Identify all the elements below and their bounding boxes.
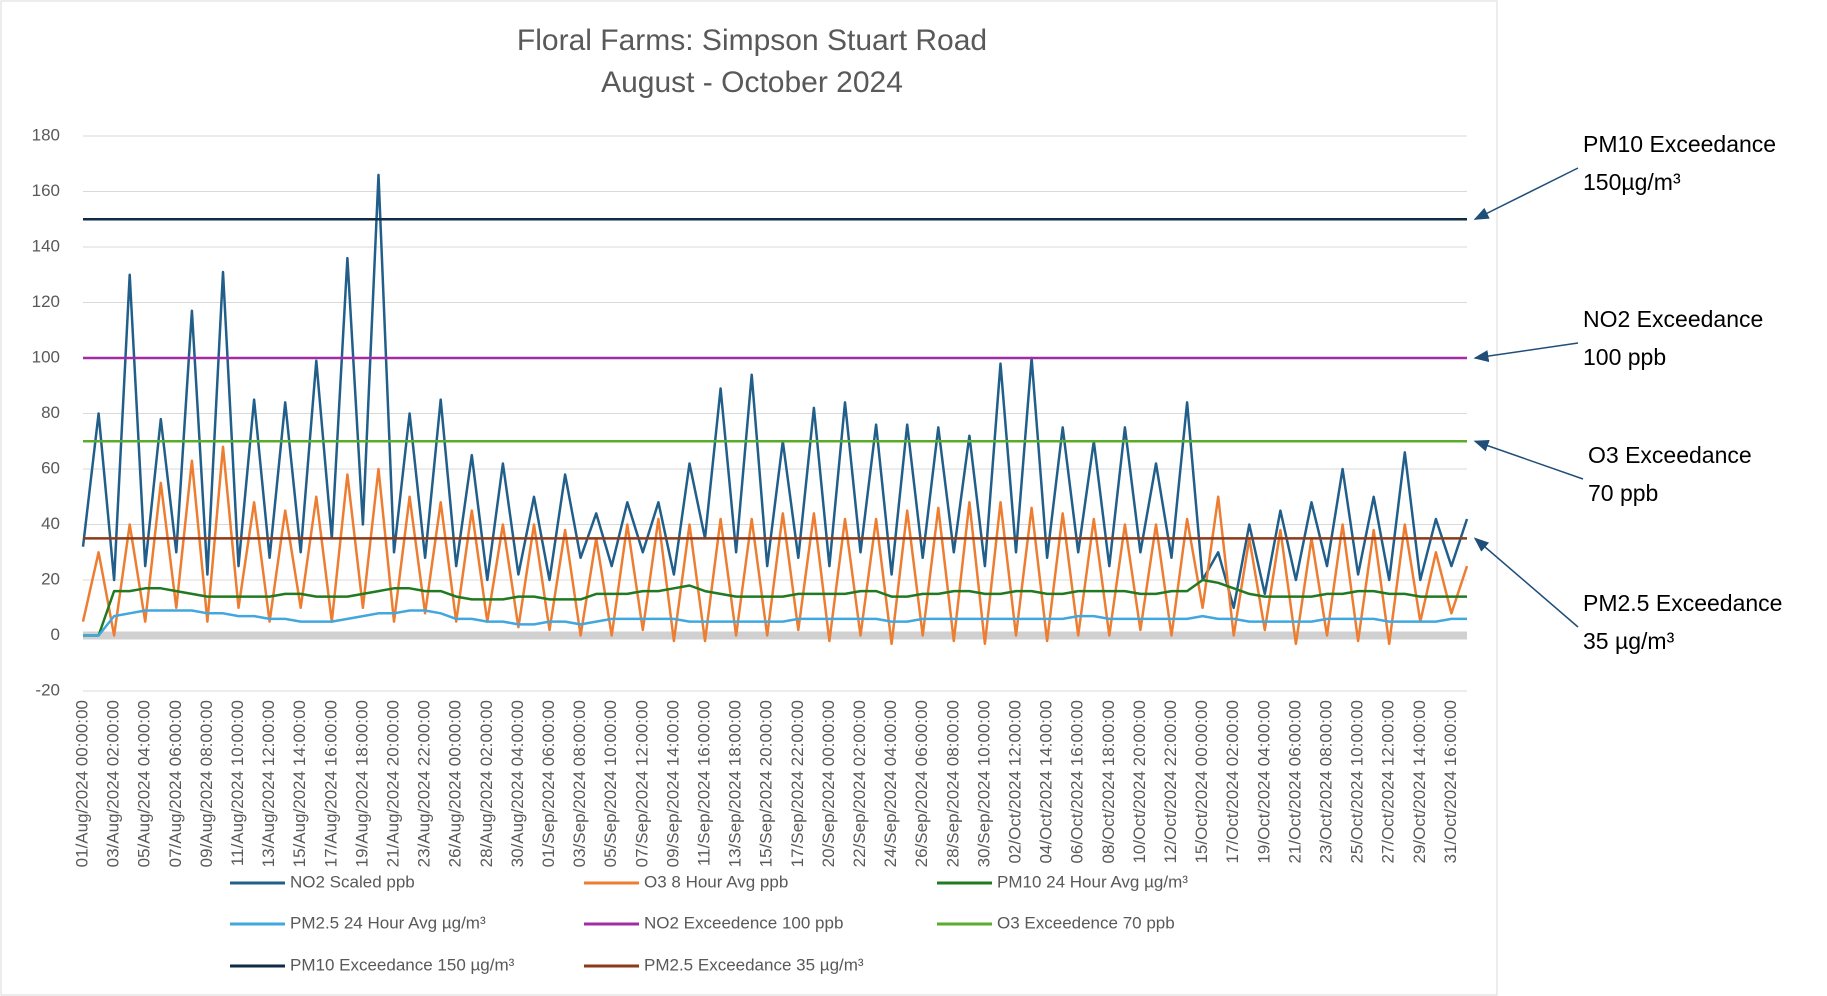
annotation-arrow xyxy=(1473,537,1579,628)
x-tick-label: 30/Aug/2024 04:00:00 xyxy=(508,700,527,867)
x-tick-label: 22/Sep/2024 02:00:00 xyxy=(850,700,869,867)
chart-border xyxy=(0,0,1498,996)
annotation-arrow xyxy=(1473,167,1579,220)
legend-label: PM2.5 Exceedance 35 µg/m³ xyxy=(644,955,864,974)
annotation-text: O3 Exceedance xyxy=(1588,442,1752,468)
y-tick-label: 60 xyxy=(41,458,60,477)
x-tick-label: 27/Oct/2024 12:00:00 xyxy=(1379,700,1398,864)
x-tick-label: 13/Aug/2024 12:00:00 xyxy=(259,700,278,867)
x-tick-label: 09/Sep/2024 14:00:00 xyxy=(663,700,682,867)
series-line xyxy=(81,173,1469,610)
x-tick-label: 07/Sep/2024 12:00:00 xyxy=(632,700,651,867)
x-tick-label: 17/Oct/2024 02:00:00 xyxy=(1223,700,1242,864)
x-tick-label: 02/Oct/2024 12:00:00 xyxy=(1006,700,1025,864)
y-tick-label: 120 xyxy=(32,292,60,311)
legend-label: PM10 24 Hour Avg µg/m³ xyxy=(997,872,1188,891)
x-tick-label: 26/Sep/2024 06:00:00 xyxy=(912,700,931,867)
annotation-arrow xyxy=(1473,440,1584,480)
annotation-text: NO2 Exceedance xyxy=(1583,306,1763,332)
y-tick-label: -20 xyxy=(35,680,60,699)
x-tick-label: 30/Sep/2024 10:00:00 xyxy=(974,700,993,867)
y-tick-label: 40 xyxy=(41,514,60,533)
legend-label: PM2.5 24 Hour Avg µg/m³ xyxy=(290,913,486,932)
y-tick-label: 140 xyxy=(32,236,60,255)
x-tick-label: 19/Aug/2024 18:00:00 xyxy=(352,700,371,867)
y-tick-label: 100 xyxy=(32,347,60,366)
series-line xyxy=(83,609,1467,637)
x-tick-label: 24/Sep/2024 04:00:00 xyxy=(881,700,900,867)
x-tick-label: 23/Aug/2024 22:00:00 xyxy=(415,700,434,867)
y-tick-label: 180 xyxy=(32,125,60,144)
x-tick-label: 05/Aug/2024 04:00:00 xyxy=(135,700,154,867)
x-tick-label: 19/Oct/2024 04:00:00 xyxy=(1254,700,1273,864)
x-tick-label: 17/Aug/2024 16:00:00 xyxy=(321,700,340,867)
chart-title: Floral Farms: Simpson Stuart Road xyxy=(517,24,987,57)
x-tick-label: 03/Sep/2024 08:00:00 xyxy=(570,700,589,867)
y-tick-label: 160 xyxy=(32,181,60,200)
x-tick-label: 15/Aug/2024 14:00:00 xyxy=(290,700,309,867)
annotation-text: PM10 Exceedance xyxy=(1583,131,1776,157)
x-tick-label: 28/Aug/2024 02:00:00 xyxy=(477,700,496,867)
annotation-arrow xyxy=(1473,342,1579,362)
x-tick-label: 01/Aug/2024 00:00:00 xyxy=(72,700,91,867)
legend-label: PM10 Exceedance 150 µg/m³ xyxy=(290,955,515,974)
y-tick-label: 20 xyxy=(41,569,60,588)
x-tick-label: 26/Aug/2024 00:00:00 xyxy=(446,700,465,867)
x-tick-label: 07/Aug/2024 06:00:00 xyxy=(166,700,185,867)
x-tick-label: 15/Sep/2024 20:00:00 xyxy=(757,700,776,867)
x-tick-label: 09/Aug/2024 08:00:00 xyxy=(197,700,216,867)
x-tick-label: 04/Oct/2024 14:00:00 xyxy=(1037,700,1056,864)
x-tick-label: 01/Sep/2024 06:00:00 xyxy=(539,700,558,867)
annotation-text: PM2.5 Exceedance xyxy=(1583,590,1782,616)
x-tick-label: 15/Oct/2024 00:00:00 xyxy=(1192,700,1211,864)
legend-label: NO2 Scaled ppb xyxy=(290,872,415,891)
legend-label: O3 Exceedence 70 ppb xyxy=(997,913,1175,932)
x-tick-label: 08/Oct/2024 18:00:00 xyxy=(1099,700,1118,864)
legend-label: O3 8 Hour Avg ppb xyxy=(644,872,788,891)
legend-label: NO2 Exceedence 100 ppb xyxy=(644,913,843,932)
x-tick-label: 05/Sep/2024 10:00:00 xyxy=(601,700,620,867)
annotation-text: 100 ppb xyxy=(1583,344,1666,370)
series-line xyxy=(83,578,1467,637)
x-tick-label: 29/Oct/2024 14:00:00 xyxy=(1410,700,1429,864)
x-tick-label: 31/Oct/2024 16:00:00 xyxy=(1441,700,1460,864)
x-tick-label: 21/Aug/2024 20:00:00 xyxy=(383,700,402,867)
x-tick-label: 03/Aug/2024 02:00:00 xyxy=(104,700,123,867)
annotation-text: 35 µg/m³ xyxy=(1583,628,1675,654)
x-tick-label: 25/Oct/2024 10:00:00 xyxy=(1348,700,1367,864)
x-tick-label: 23/Oct/2024 08:00:00 xyxy=(1317,700,1336,864)
x-tick-label: 28/Sep/2024 08:00:00 xyxy=(943,700,962,867)
y-tick-label: 80 xyxy=(41,403,60,422)
annotation-text: 70 ppb xyxy=(1588,480,1658,506)
annotation-text: 150µg/m³ xyxy=(1583,169,1681,195)
x-tick-label: 17/Sep/2024 22:00:00 xyxy=(788,700,807,867)
x-tick-label: 21/Oct/2024 06:00:00 xyxy=(1285,700,1304,864)
x-tick-label: 11/Sep/2024 16:00:00 xyxy=(695,700,714,866)
x-tick-label: 13/Sep/2024 18:00:00 xyxy=(726,700,745,867)
chart-subtitle: August - October 2024 xyxy=(601,66,903,99)
x-tick-label: 06/Oct/2024 16:00:00 xyxy=(1068,700,1087,864)
y-tick-label: 0 xyxy=(51,625,60,644)
x-tick-label: 20/Sep/2024 00:00:00 xyxy=(819,700,838,867)
x-tick-label: 11/Aug/2024 10:00:00 xyxy=(228,700,247,866)
x-tick-label: 12/Oct/2024 22:00:00 xyxy=(1161,700,1180,864)
x-tick-label: 10/Oct/2024 20:00:00 xyxy=(1130,700,1149,864)
